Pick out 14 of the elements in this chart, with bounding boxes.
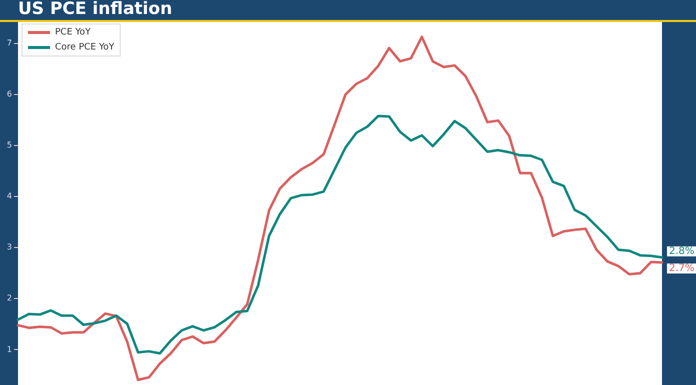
data-label: 2.7% [669,262,694,274]
y-tick-label: 2 [6,294,12,303]
y-tick-label: 5 [6,140,12,150]
y-tick-label: 1 [6,344,12,354]
legend-label: PCE YoY [55,28,92,38]
y-tick-label: 6 [6,90,12,99]
line-series [16,114,664,355]
y-tick-label: 7 [6,38,12,48]
chart-title: US PCE inflation [18,0,172,19]
legend-label: Core PCE YoY [55,42,115,52]
y-tick-label: 3 [6,242,12,252]
line-series [16,36,664,382]
y-tick-label: 4 [6,192,12,201]
data-label: 2.8% [669,246,694,257]
